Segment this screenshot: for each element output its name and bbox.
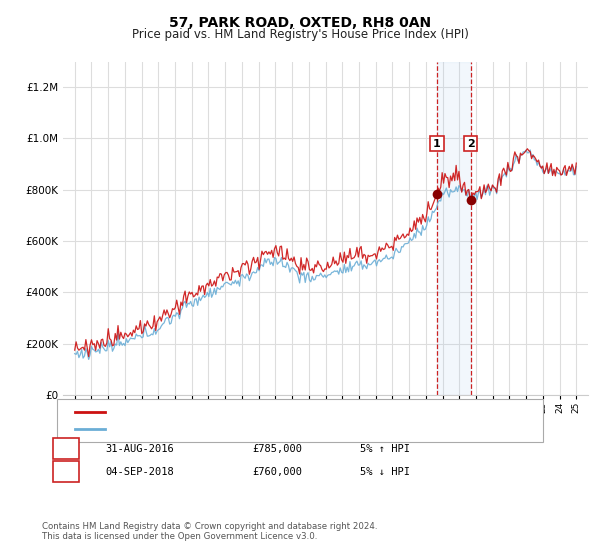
Text: Price paid vs. HM Land Registry's House Price Index (HPI): Price paid vs. HM Land Registry's House …	[131, 28, 469, 41]
Text: 2: 2	[467, 139, 475, 148]
Text: HPI: Average price, detached house, Tandridge: HPI: Average price, detached house, Tand…	[111, 424, 355, 434]
Text: 1: 1	[433, 139, 441, 148]
Text: 5% ↑ HPI: 5% ↑ HPI	[360, 444, 410, 454]
Text: 57, PARK ROAD, OXTED, RH8 0AN (detached house): 57, PARK ROAD, OXTED, RH8 0AN (detached …	[111, 407, 381, 417]
Bar	[437, 62, 470, 395]
Text: £785,000: £785,000	[252, 444, 302, 454]
Text: 5% ↓ HPI: 5% ↓ HPI	[360, 466, 410, 477]
Text: £760,000: £760,000	[252, 466, 302, 477]
Text: 1: 1	[62, 444, 70, 454]
Text: 57, PARK ROAD, OXTED, RH8 0AN: 57, PARK ROAD, OXTED, RH8 0AN	[169, 16, 431, 30]
Text: 31-AUG-2016: 31-AUG-2016	[105, 444, 174, 454]
Text: Contains HM Land Registry data © Crown copyright and database right 2024.
This d: Contains HM Land Registry data © Crown c…	[42, 522, 377, 542]
Text: 2: 2	[62, 466, 70, 477]
Text: 04-SEP-2018: 04-SEP-2018	[105, 466, 174, 477]
